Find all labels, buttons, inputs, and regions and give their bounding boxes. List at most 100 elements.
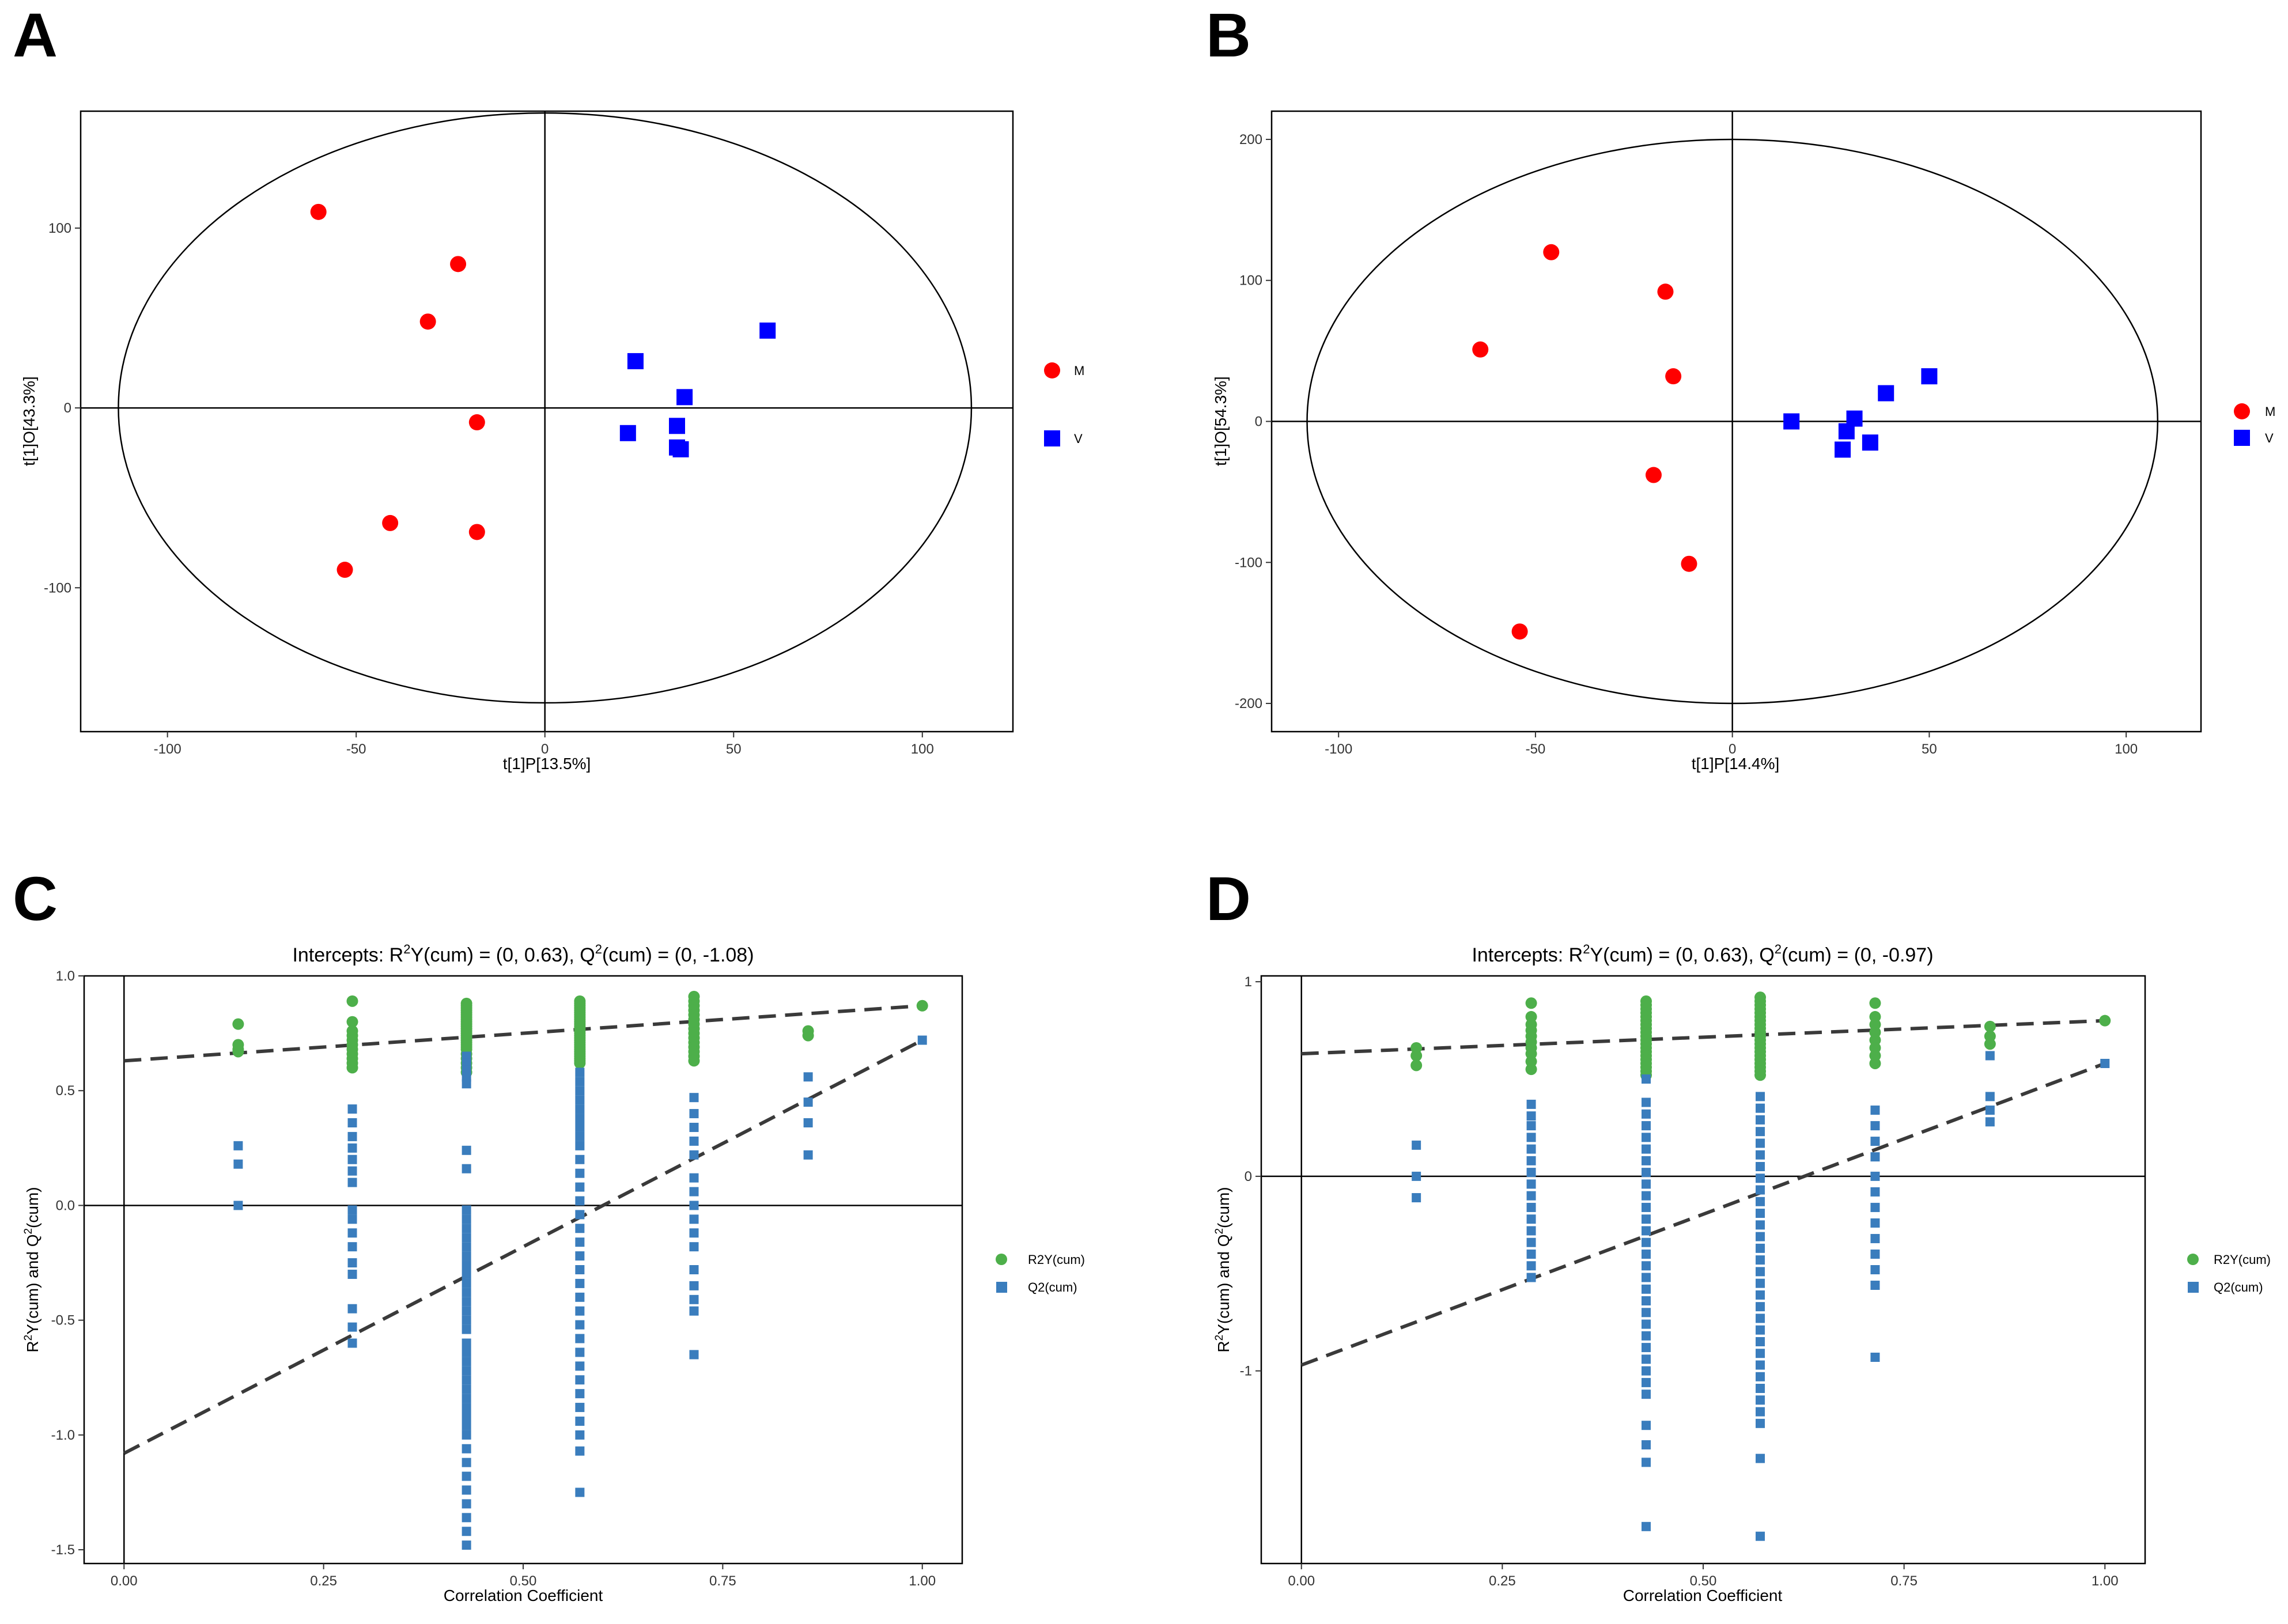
point-q2cum-c <box>575 1278 585 1288</box>
y-tick-label-b: -100 <box>1235 555 1262 570</box>
point-m-a <box>468 524 485 540</box>
legend-label-q2-d: Q2(cum) <box>2214 1280 2263 1294</box>
point-q2cum-c <box>462 1079 471 1089</box>
point-q2cum-c <box>575 1237 585 1247</box>
trend-line-c <box>124 1004 922 1063</box>
panel-d: D Intercepts: R2Y(cum) = (0, 0.63), Q2(c… <box>1206 864 2271 1604</box>
point-q2cum-c <box>462 1403 471 1413</box>
point-q2cum-c <box>575 1446 585 1456</box>
x-tick-label-d: 0.75 <box>1890 1573 1918 1589</box>
point-q2cum-c <box>233 1159 243 1169</box>
legend-a: M V <box>1044 362 1084 446</box>
point-q2cum-d <box>1641 1261 1651 1271</box>
point-q2cum-d <box>1641 1354 1651 1364</box>
point-q2cum-c <box>462 1251 471 1261</box>
point-q2cum-d <box>1756 1337 1765 1346</box>
point-m-a <box>419 313 436 330</box>
point-r2ycum-d <box>1984 1020 1996 1032</box>
point-q2cum-c <box>462 1421 471 1430</box>
point-q2cum-d <box>1756 1418 1765 1428</box>
panel-b: B -100 -50 0 50 100 -200 -100 0 100 200 t[1]P[14.… <box>1206 0 2275 773</box>
point-q2cum-d <box>1756 1232 1765 1241</box>
y-tick-label-c: -1.5 <box>51 1542 75 1558</box>
point-v-b <box>1838 423 1855 440</box>
point-q2cum-c <box>575 1265 585 1274</box>
x-tick-label-d: 0.50 <box>1690 1573 1717 1589</box>
point-q2cum-c <box>689 1187 699 1197</box>
point-v-b <box>1921 368 1938 385</box>
point-q2cum-c <box>462 1297 471 1307</box>
point-q2cum-d <box>1756 1453 1765 1463</box>
point-q2cum-c <box>803 1097 813 1107</box>
point-q2cum-c <box>462 1288 471 1297</box>
point-q2cum-d <box>1756 1150 1765 1160</box>
point-q2cum-d <box>1641 1377 1651 1387</box>
point-q2cum-d <box>1641 1097 1651 1107</box>
point-q2cum-c <box>347 1322 357 1332</box>
point-q2cum-d <box>1756 1197 1765 1206</box>
point-q2cum-d <box>1641 1237 1651 1247</box>
point-q2cum-c <box>347 1304 357 1313</box>
point-m-b <box>1665 368 1682 385</box>
point-q2cum-c <box>689 1242 699 1252</box>
chart-title-d: Intercepts: R2Y(cum) = (0, 0.63), Q2(cum… <box>1472 942 1933 966</box>
point-q2cum-d <box>1526 1191 1536 1201</box>
point-q2cum-d <box>1756 1531 1765 1541</box>
point-q2cum-d <box>1985 1051 1995 1061</box>
plot-frame-a <box>80 110 1014 733</box>
point-q2cum-d <box>1641 1273 1651 1282</box>
plot-frame-d <box>1260 975 2146 1565</box>
point-r2ycum-c <box>346 1062 358 1074</box>
point-q2cum-d <box>1756 1384 1765 1394</box>
static-b <box>1272 111 2201 732</box>
point-r2ycum-d <box>1525 997 1537 1009</box>
point-q2cum-d <box>1756 1255 1765 1265</box>
point-q2cum-d <box>1526 1202 1536 1212</box>
point-q2cum-d <box>1526 1226 1536 1236</box>
point-q2cum-d <box>1526 1133 1536 1142</box>
y-tick-label-a: 0 <box>64 400 71 416</box>
point-q2cum-d <box>1870 1233 1880 1243</box>
point-q2cum-c <box>575 1224 585 1233</box>
panel-c: C Intercepts: R2Y(cum) = (0, 0.63), Q2(c… <box>13 864 1085 1604</box>
point-v-a <box>676 389 693 406</box>
point-r2ycum-c <box>916 1000 928 1012</box>
point-v-a <box>759 322 776 339</box>
point-q2cum-c <box>575 1334 585 1343</box>
point-m-a <box>468 414 485 431</box>
legend-d: R2Y(cum) Q2(cum) <box>2187 1252 2271 1294</box>
point-q2cum-c <box>462 1347 471 1357</box>
point-q2cum-c <box>347 1143 357 1153</box>
panel-label-c: C <box>13 864 58 933</box>
point-q2cum-d <box>1870 1106 1880 1115</box>
point-q2cum-d <box>1641 1296 1651 1306</box>
point-q2cum-c <box>347 1258 357 1268</box>
point-m-b <box>1472 341 1489 358</box>
chart-title-c: Intercepts: R2Y(cum) = (0, 0.63), Q2(cum… <box>292 942 754 966</box>
point-q2cum-d <box>1756 1103 1765 1113</box>
x-tick-label-c: 0.25 <box>310 1573 337 1589</box>
point-q2cum-c <box>462 1224 471 1233</box>
point-v-b <box>1835 441 1851 458</box>
point-q2cum-c <box>462 1485 471 1495</box>
point-q2cum-d <box>1526 1111 1536 1121</box>
point-q2cum-d <box>1756 1349 1765 1358</box>
point-r2ycum-c <box>802 1029 814 1042</box>
point-q2cum-c <box>575 1361 585 1371</box>
point-q2cum-d <box>1641 1521 1651 1531</box>
point-r2ycum-d <box>1410 1050 1423 1062</box>
point-q2cum-c <box>462 1338 471 1348</box>
point-q2cum-d <box>1870 1121 1880 1131</box>
point-q2cum-c <box>575 1487 585 1497</box>
point-q2cum-d <box>1526 1168 1536 1178</box>
point-v-b <box>1862 434 1878 451</box>
y-tick-label-d: -1 <box>1240 1364 1252 1379</box>
points-b <box>1472 244 1938 640</box>
point-q2cum-d <box>1985 1092 1995 1101</box>
point-q2cum-d <box>1756 1372 1765 1381</box>
point-q2cum-d <box>1641 1074 1651 1084</box>
point-q2cum-c <box>462 1315 471 1325</box>
point-q2cum-d <box>1870 1202 1880 1212</box>
legend-label-m-a: M <box>1074 364 1084 378</box>
point-q2cum-d <box>1870 1281 1880 1290</box>
